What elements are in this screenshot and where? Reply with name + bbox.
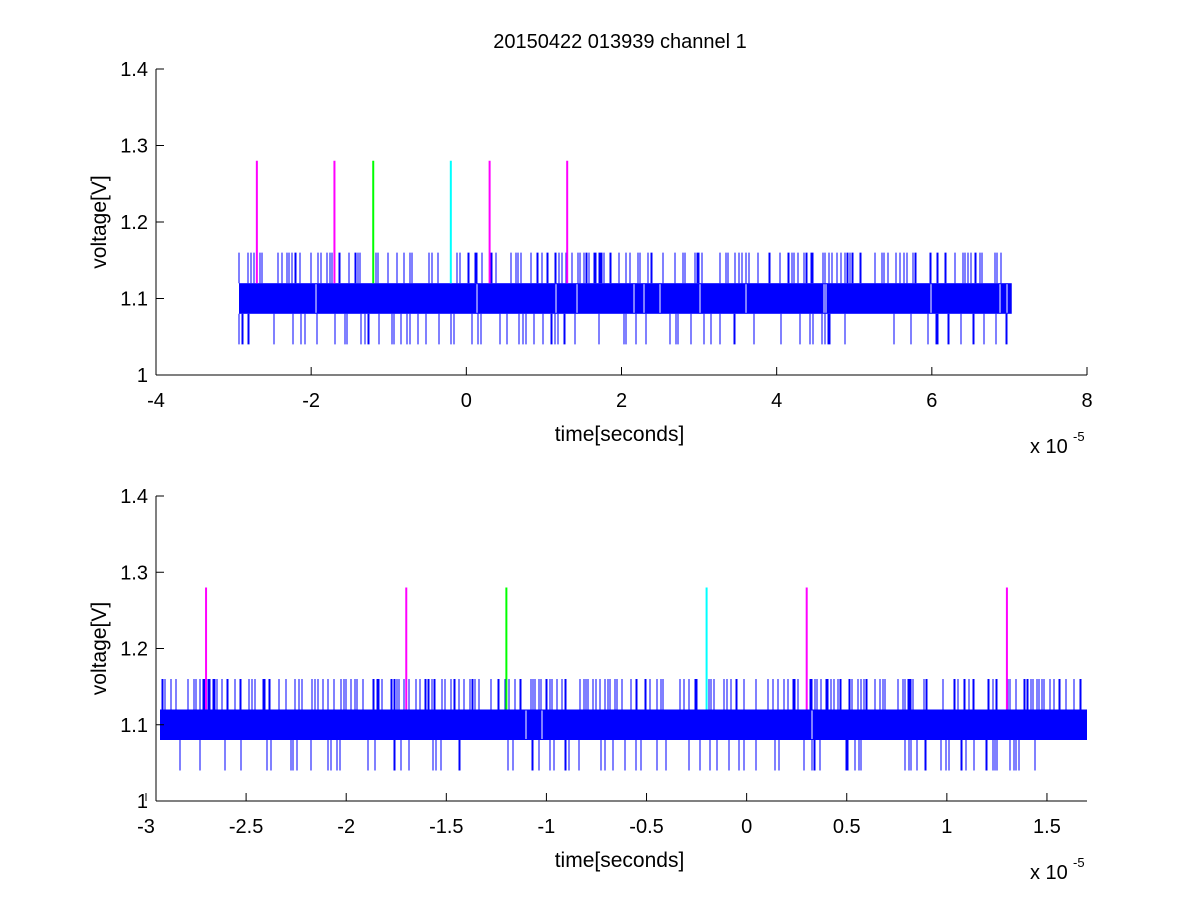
y-tick-label: 1.3 — [120, 136, 148, 158]
x-tick-label: 1.5 — [1033, 816, 1061, 838]
y-axis-label: voltage[V] — [88, 175, 111, 268]
x-tick-label: -1.5 — [429, 816, 463, 838]
x-tick-label: 0.5 — [833, 816, 861, 838]
x-axis-label: time[seconds] — [555, 423, 685, 446]
x-multiplier-exponent: -5 — [1073, 855, 1085, 870]
x-tick-label: 0 — [461, 390, 472, 412]
y-tick-label: 1 — [137, 365, 148, 387]
x-tick-label: 8 — [1081, 390, 1092, 412]
signal-series — [238, 252, 1012, 345]
y-tick-label: 1 — [137, 791, 148, 813]
y-tick-label: 1.4 — [120, 59, 148, 81]
x-axis-label: time[seconds] — [555, 849, 685, 872]
x-tick-label: 4 — [771, 390, 782, 412]
top-plot: -4 -2 0 2 4 6 8 1 1.1 1.2 1.3 1.4 time[seconds] volta… — [88, 59, 1093, 458]
bottom-plot: -3 -2.5 -2 -1.5 -1 -0.5 0 0.5 1 1.5 1 1.1 1.2 1.3 1.4 t… — [88, 486, 1088, 884]
x-multiplier: x 10 — [1030, 436, 1068, 458]
x-tick-label: -2 — [337, 816, 355, 838]
y-tick-label: 1.1 — [120, 289, 148, 311]
x-tick-label: -1 — [538, 816, 556, 838]
x-tick-label: -2.5 — [229, 816, 263, 838]
x-tick-label: 2 — [616, 390, 627, 412]
figure-title: 20150422 013939 channel 1 — [493, 31, 747, 53]
y-axis-label: voltage[V] — [88, 602, 111, 695]
x-multiplier: x 10 — [1030, 862, 1068, 884]
x-tick-label: -0.5 — [629, 816, 663, 838]
x-tick-label: 6 — [926, 390, 937, 412]
y-tick-label: 1.2 — [120, 212, 148, 234]
x-tick-label: -4 — [147, 390, 165, 412]
y-tick-label: 1.2 — [120, 639, 148, 661]
x-tick-label: -2 — [302, 390, 320, 412]
x-tick-label: 0 — [741, 816, 752, 838]
y-tick-label: 1.3 — [120, 562, 148, 584]
signal-spikes — [161, 679, 1082, 771]
signal-band — [160, 709, 1088, 740]
x-multiplier-exponent: -5 — [1073, 429, 1085, 444]
signal-spikes — [238, 252, 1008, 345]
x-tick-label: 1 — [941, 816, 952, 838]
y-tick-label: 1.4 — [120, 486, 148, 508]
y-tick-label: 1.1 — [120, 715, 148, 737]
x-tick-label: -3 — [137, 816, 155, 838]
signal-band — [239, 283, 1012, 314]
signal-series — [160, 679, 1088, 771]
